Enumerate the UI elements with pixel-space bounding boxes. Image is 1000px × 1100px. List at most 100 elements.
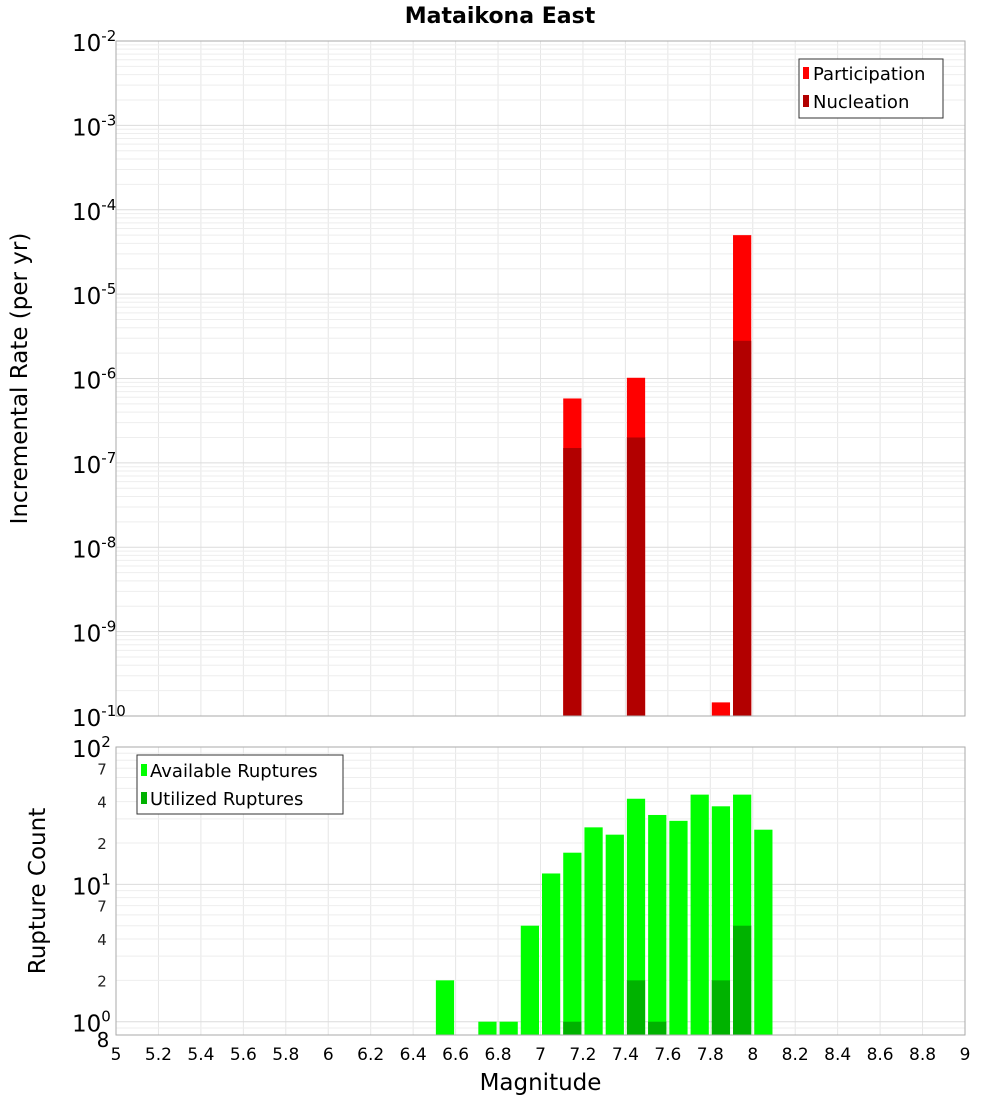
y-minor-tick-label: 4 (97, 931, 107, 949)
top-legend: Participation Nucleation (798, 58, 944, 119)
y-tick-exponent: 2 (101, 733, 111, 751)
y-tick-exponent: -6 (101, 365, 116, 383)
x-tick-label: 6.4 (400, 1045, 427, 1065)
x-tick-label: 5.8 (272, 1045, 299, 1065)
y-tick-label: 10-6 (72, 365, 116, 395)
bottom-y-axis-label: Rupture Count (25, 808, 51, 974)
y-tick-label: 101 (72, 870, 111, 900)
available-ruptures-bar (435, 980, 455, 1035)
y-minor-tick-label: 7 (97, 760, 107, 778)
available-ruptures-bar (754, 829, 773, 1035)
y-tick-exponent: -7 (101, 449, 116, 467)
x-tick-label: 6.8 (485, 1045, 512, 1065)
y-tick-base: 10 (72, 737, 101, 763)
x-tick-label: 7.4 (612, 1045, 639, 1065)
y-tick-exponent: -5 (101, 280, 116, 298)
x-tick-label: 5.4 (187, 1045, 214, 1065)
legend-swatch (803, 67, 809, 79)
available-ruptures-bar (711, 806, 731, 1035)
x-tick-label: 8.8 (909, 1045, 936, 1065)
x-tick-label: 7.8 (697, 1045, 724, 1065)
y-tick-exponent: -10 (101, 702, 126, 720)
top-legend-box (798, 58, 944, 119)
y-tick-label: 10-10 (72, 702, 126, 732)
legend-label: Nucleation (813, 92, 909, 113)
y-minor-tick-label: 8 (97, 1028, 110, 1052)
y-tick-base: 10 (72, 115, 101, 141)
available-ruptures-bar (542, 873, 561, 1035)
available-ruptures-bar (478, 1021, 497, 1035)
legend-swatch (803, 95, 809, 107)
y-tick-label: 10-5 (72, 280, 116, 310)
y-tick-exponent: -9 (101, 618, 116, 636)
top-y-axis-label: Incremental Rate (per yr) (7, 233, 33, 525)
x-tick-label: 9 (960, 1045, 971, 1065)
y-tick-label: 10-3 (72, 111, 116, 141)
bottom-legend: Available Ruptures Utilized Ruptures (136, 754, 344, 815)
y-tick-exponent: -2 (101, 27, 116, 45)
y-tick-exponent: 1 (101, 870, 111, 888)
x-tick-label: 5 (111, 1045, 122, 1065)
nucleation-bar (563, 448, 582, 716)
available-ruptures-bar (626, 798, 646, 1035)
y-tick-base: 10 (72, 706, 101, 732)
y-tick-base: 10 (72, 31, 101, 57)
utilized-ruptures-bar (648, 1021, 667, 1035)
x-tick-label: 8 (747, 1045, 758, 1065)
available-ruptures-bar (520, 925, 539, 1035)
y-minor-tick-label: 4 (97, 794, 107, 812)
x-tick-label: 8.6 (867, 1045, 894, 1065)
y-tick-exponent: -3 (101, 111, 116, 129)
x-tick-label: 5.2 (145, 1045, 172, 1065)
available-ruptures-bar (605, 834, 624, 1035)
legend-label: Utilized Ruptures (150, 789, 303, 810)
bottom-legend-box (136, 754, 344, 815)
x-tick-label: 6 (323, 1045, 334, 1065)
available-ruptures-bar (690, 794, 709, 1035)
y-tick-base: 10 (72, 622, 101, 648)
y-tick-label: 10-4 (72, 196, 116, 226)
participation-bar (711, 702, 731, 716)
y-tick-base: 10 (72, 200, 101, 226)
y-tick-label: 102 (72, 733, 111, 763)
chart-title: Mataikona East (405, 4, 596, 29)
y-tick-base: 10 (72, 453, 101, 479)
x-tick-label: 7.2 (569, 1045, 596, 1065)
y-tick-base: 10 (72, 369, 101, 395)
bottom-plot-border (115, 746, 966, 1036)
legend-label: Available Ruptures (150, 761, 318, 782)
legend-swatch (141, 792, 147, 804)
available-ruptures-bar (499, 1021, 518, 1035)
y-tick-label: 100 (72, 1008, 111, 1038)
available-ruptures-bar (648, 814, 667, 1035)
y-tick-base: 10 (72, 874, 101, 900)
utilized-ruptures-bar (626, 980, 646, 1035)
y-tick-base: 10 (72, 284, 101, 310)
x-axis-label: Magnitude (480, 1070, 602, 1096)
x-tick-label: 8.2 (782, 1045, 809, 1065)
y-tick-exponent: 0 (101, 1008, 111, 1026)
top-chart: 10-1010-910-810-710-610-510-410-310-2Inc… (7, 27, 966, 732)
x-tick-label: 8.4 (824, 1045, 851, 1065)
utilized-ruptures-bar (733, 925, 752, 1035)
legend-label: Participation (813, 64, 925, 85)
nucleation-bar (626, 437, 646, 716)
y-tick-label: 10-9 (72, 618, 116, 648)
x-tick-label: 5.6 (230, 1045, 257, 1065)
y-minor-tick-label: 2 (97, 972, 107, 990)
utilized-ruptures-bar (711, 980, 731, 1035)
x-tick-label: 7 (535, 1045, 546, 1065)
utilized-ruptures-bar (563, 1021, 582, 1035)
available-ruptures-bar (584, 827, 603, 1035)
x-tick-label: 6.2 (357, 1045, 384, 1065)
x-tick-label: 6.6 (442, 1045, 469, 1065)
y-tick-label: 10-7 (72, 449, 116, 479)
nucleation-bar (733, 340, 752, 716)
y-minor-tick-label: 7 (97, 898, 107, 916)
y-tick-exponent: -8 (101, 533, 116, 551)
y-tick-base: 10 (72, 1012, 101, 1038)
legend-swatch (141, 764, 147, 776)
y-tick-exponent: -4 (101, 196, 116, 214)
available-ruptures-bar (669, 820, 688, 1035)
